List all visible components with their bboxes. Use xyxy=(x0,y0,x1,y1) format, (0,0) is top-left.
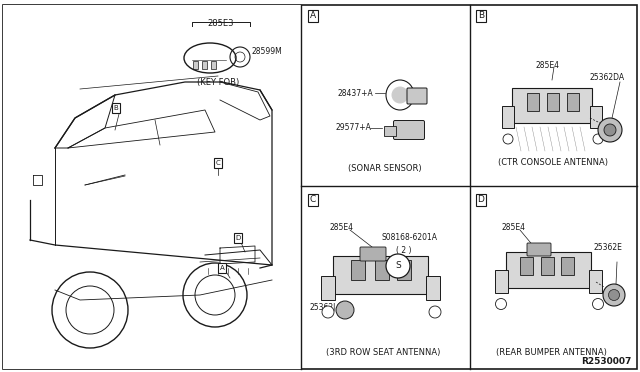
FancyBboxPatch shape xyxy=(512,88,592,123)
Text: 285E4: 285E4 xyxy=(536,61,560,70)
Text: A: A xyxy=(310,12,316,20)
Bar xyxy=(193,61,198,69)
Text: 285E4: 285E4 xyxy=(502,224,526,232)
Circle shape xyxy=(392,87,408,103)
Text: B: B xyxy=(114,105,118,111)
Text: S08168-6201A: S08168-6201A xyxy=(382,234,438,243)
Circle shape xyxy=(593,298,604,310)
Bar xyxy=(3,5,301,369)
Bar xyxy=(495,270,508,293)
Text: 285E4: 285E4 xyxy=(330,224,354,232)
Text: (REAR BUMPER ANTENNA): (REAR BUMPER ANTENNA) xyxy=(495,347,607,356)
Bar xyxy=(426,276,440,300)
Circle shape xyxy=(503,134,513,144)
Text: ( 2 ): ( 2 ) xyxy=(396,246,412,254)
Bar xyxy=(211,61,216,69)
Bar xyxy=(375,260,389,280)
Bar xyxy=(541,257,554,275)
Text: D: D xyxy=(236,235,241,241)
Text: B: B xyxy=(478,12,484,20)
Bar xyxy=(561,257,574,275)
Text: R2530007: R2530007 xyxy=(582,357,632,366)
Bar xyxy=(547,93,559,111)
FancyBboxPatch shape xyxy=(333,256,428,294)
Circle shape xyxy=(609,289,620,301)
Circle shape xyxy=(598,118,622,142)
Circle shape xyxy=(429,306,441,318)
Bar xyxy=(520,257,533,275)
Bar xyxy=(351,260,365,280)
Bar xyxy=(589,270,602,293)
Text: (SONAR SENSOR): (SONAR SENSOR) xyxy=(348,164,422,173)
FancyBboxPatch shape xyxy=(506,252,591,288)
Bar xyxy=(527,93,539,111)
Text: (3RD ROW SEAT ANTENNA): (3RD ROW SEAT ANTENNA) xyxy=(326,347,440,356)
Bar xyxy=(502,106,514,128)
FancyBboxPatch shape xyxy=(394,121,424,140)
Circle shape xyxy=(593,134,603,144)
Circle shape xyxy=(495,298,506,310)
Bar xyxy=(397,260,411,280)
Text: 28599M: 28599M xyxy=(252,48,283,57)
Circle shape xyxy=(336,301,354,319)
Text: 25362E: 25362E xyxy=(594,244,623,253)
Text: D: D xyxy=(477,196,484,205)
Bar xyxy=(384,126,396,136)
Text: C: C xyxy=(310,196,316,205)
Bar xyxy=(590,106,602,128)
Text: 25362J: 25362J xyxy=(310,304,337,312)
Text: 28437+A: 28437+A xyxy=(338,89,374,97)
Bar xyxy=(567,93,579,111)
Bar xyxy=(321,276,335,300)
FancyBboxPatch shape xyxy=(527,243,551,256)
Text: C: C xyxy=(216,160,220,166)
Circle shape xyxy=(322,306,334,318)
Text: 285E3: 285E3 xyxy=(208,19,234,28)
Text: 25362DA: 25362DA xyxy=(590,74,625,83)
Text: S: S xyxy=(395,262,401,270)
FancyBboxPatch shape xyxy=(360,247,386,261)
Circle shape xyxy=(603,284,625,306)
Text: (KEY FOB): (KEY FOB) xyxy=(197,78,239,87)
Text: 29577+A: 29577+A xyxy=(336,124,372,132)
Bar xyxy=(202,61,207,69)
Text: (CTR CONSOLE ANTENNA): (CTR CONSOLE ANTENNA) xyxy=(498,157,608,167)
Text: A: A xyxy=(220,265,225,271)
Circle shape xyxy=(604,124,616,136)
Circle shape xyxy=(386,254,410,278)
FancyBboxPatch shape xyxy=(407,88,427,104)
